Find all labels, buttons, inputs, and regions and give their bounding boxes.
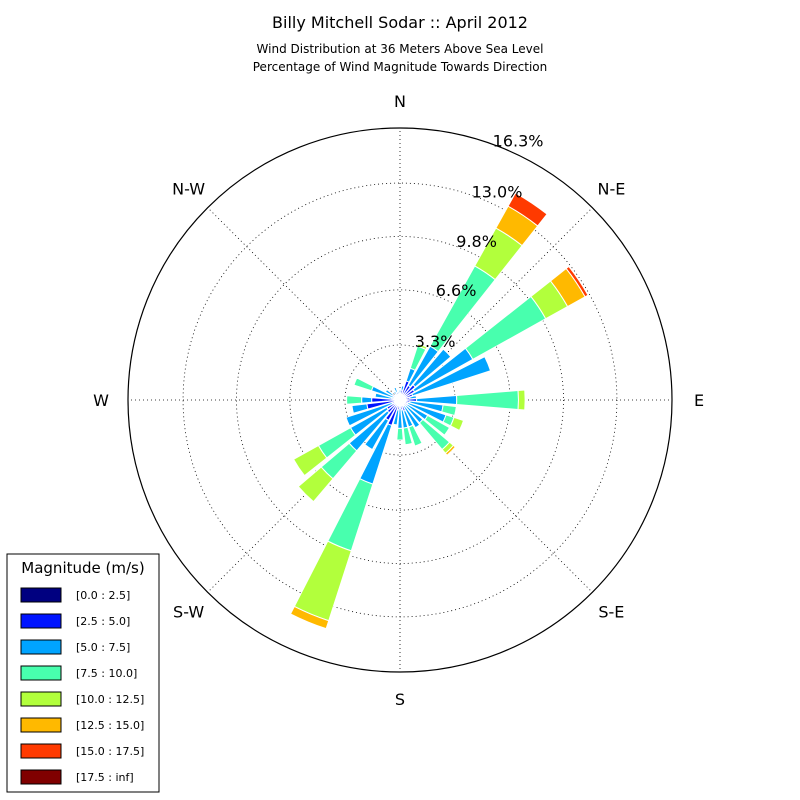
legend-label-7: [17.5 : inf] <box>76 771 134 784</box>
chart-title: Billy Mitchell Sodar :: April 2012 <box>272 13 528 32</box>
bar-sector-30-bin-2 <box>393 386 399 394</box>
bar-sector-7-bin-2 <box>409 394 418 400</box>
direction-label-n: N <box>394 92 406 111</box>
bar-sector-1-bin-2 <box>400 385 405 391</box>
bar-sector-4-bin-2 <box>412 348 452 388</box>
direction-label-s-w: S-W <box>173 602 204 621</box>
bar-sector-10-bin-4 <box>449 416 465 432</box>
bar-sector-11-bin-3 <box>424 414 451 436</box>
bar-sector-21-bin-4 <box>292 444 328 477</box>
ring-label-0: 3.3% <box>415 332 456 351</box>
legend-swatch-5 <box>20 717 62 733</box>
outer-circle <box>127 127 673 673</box>
legend-swatch-6 <box>20 743 62 759</box>
legend: Magnitude (m/s) [0.0 : 2.5] [2.5 : 5.0] [5… <box>6 553 160 793</box>
legend-swatch-3 <box>20 665 62 681</box>
bar-sector-5-bin-3 <box>464 295 547 361</box>
bar-sector-2-bin-4 <box>416 343 428 351</box>
chart-subtitle-line-2: Percentage of Wind Magnitude Towards Dir… <box>253 60 547 74</box>
bar-sector-27-bin-2 <box>384 388 395 397</box>
bar-sector-12-bin-5 <box>444 444 456 456</box>
bar-sector-19-bin-2 <box>364 417 390 451</box>
bar-sector-9-bin-3 <box>441 404 457 417</box>
direction-label-s: S <box>395 690 405 709</box>
legend-label-6: [15.0 : 17.5] <box>76 745 144 758</box>
polar-frame <box>127 127 673 673</box>
bar-sector-22-bin-2 <box>345 401 394 427</box>
bar-sector-6-bin-2 <box>411 355 492 397</box>
legend-label-1: [2.5 : 5.0] <box>76 615 130 628</box>
legend-label-0: [0.0 : 2.5] <box>76 589 130 602</box>
wind-bars <box>289 192 589 630</box>
direction-label-e: E <box>694 391 704 410</box>
bar-sector-24-bin-3 <box>346 395 363 405</box>
legend-label-3: [7.5 : 10.0] <box>76 667 137 680</box>
grid-ring-2 <box>236 236 564 564</box>
bar-sector-3-bin-6 <box>507 192 548 227</box>
ring-label-2: 9.8% <box>456 232 497 251</box>
bar-sector-18-bin-4 <box>293 540 352 622</box>
legend-title: Magnitude (m/s) <box>21 559 144 577</box>
bar-sector-8-bin-3 <box>456 389 519 411</box>
bar-sector-18-bin-5 <box>289 605 330 630</box>
bar-sector-25-bin-2 <box>374 392 393 400</box>
legend-swatch-0 <box>20 587 62 603</box>
bar-sector-26-bin-3 <box>353 377 374 392</box>
legend-label-4: [10.0 : 12.5] <box>76 693 144 706</box>
ring-labels: 3.3% 6.6% 9.8% 13.0% 16.3% <box>415 132 544 351</box>
ring-label-3: 13.0% <box>472 183 523 202</box>
bar-sector-14-bin-3 <box>408 424 423 447</box>
bar-sector-18-bin-3 <box>327 478 374 552</box>
bar-sector-17-bin-2 <box>392 409 400 426</box>
direction-label-n-w: N-W <box>172 180 205 199</box>
legend-label-5: [12.5 : 15.0] <box>76 719 144 732</box>
bar-sector-15-bin-3 <box>402 426 413 446</box>
chart-subtitle-line-1: Wind Distribution at 36 Meters Above Sea… <box>257 42 544 56</box>
bar-sector-16-bin-3 <box>396 427 404 441</box>
direction-labels: N N-E E S-E S S-W W N-W <box>93 92 704 709</box>
bar-sector-20-bin-4 <box>297 466 334 503</box>
direction-label-n-e: N-E <box>597 180 625 199</box>
ring-label-4: 16.3% <box>493 132 544 151</box>
bar-sector-31-bin-2 <box>397 391 400 396</box>
ring-label-1: 6.6% <box>436 281 477 300</box>
bar-sector-8-bin-4 <box>517 389 526 411</box>
direction-label-w: W <box>93 391 109 410</box>
direction-label-s-e: S-E <box>598 602 624 621</box>
legend-swatch-1 <box>20 613 62 629</box>
bar-sector-24-bin-2 <box>361 396 373 404</box>
legend-swatch-2 <box>20 639 62 655</box>
bar-sector-5-bin-6 <box>565 265 589 298</box>
bar-sector-23-bin-2 <box>351 403 369 414</box>
grid-spoke-7 <box>207 207 401 401</box>
legend-swatch-7 <box>20 769 62 785</box>
legend-label-2: [5.0 : 7.5] <box>76 641 130 654</box>
legend-swatch-4 <box>20 691 62 707</box>
bar-sector-13-bin-2 <box>402 404 421 429</box>
